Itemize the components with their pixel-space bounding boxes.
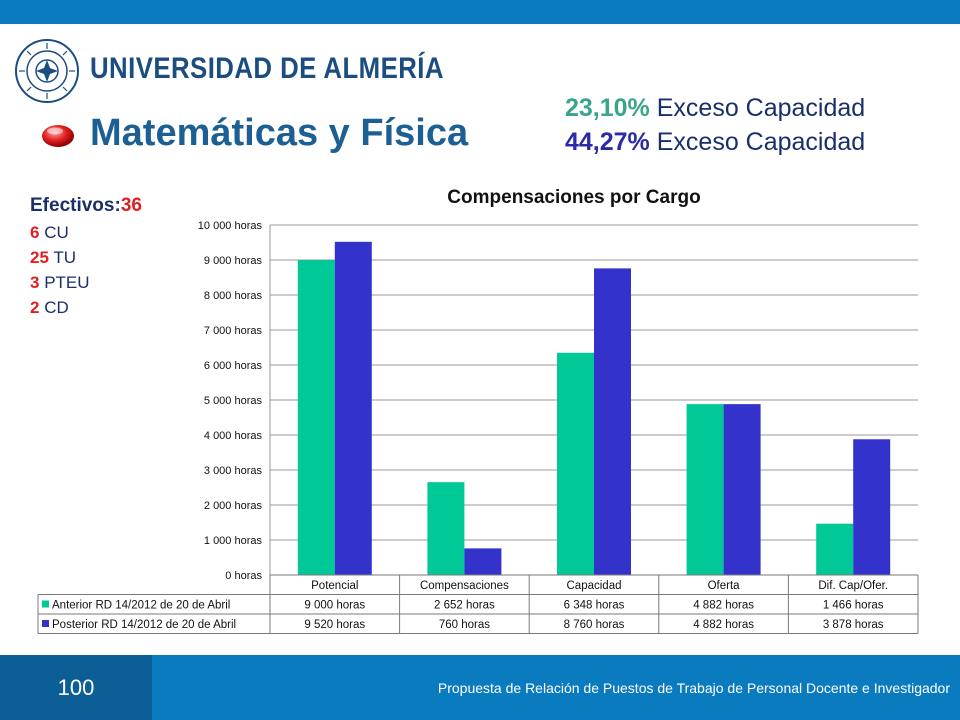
- legend-swatch: [42, 620, 49, 627]
- staff-summary: Efectivos:36 6 CU 25 TU 3 PTEU 2 CD: [30, 195, 142, 323]
- staff-category: PTEU: [39, 273, 90, 292]
- data-label: 4 882 horas: [693, 619, 754, 631]
- data-label: 8 760 horas: [564, 619, 625, 631]
- page-number: 100: [57, 675, 95, 700]
- footer-bar: 100 Propuesta de Relación de Puestos de …: [0, 655, 960, 720]
- y-tick-label: 1 000 horas: [204, 535, 263, 547]
- y-tick-label: 10 000 horas: [198, 220, 263, 232]
- x-category-label: Capacidad: [567, 580, 622, 592]
- x-category-label: Potencial: [311, 580, 358, 592]
- excess-line-1: 23,10% Exceso Capacidad: [565, 94, 865, 123]
- excess-pct: 23,10%: [565, 94, 650, 122]
- data-label: 1 466 horas: [823, 600, 884, 612]
- y-tick-label: 0 horas: [225, 570, 262, 582]
- data-label: 6 348 horas: [564, 600, 625, 612]
- data-label: 9 520 horas: [304, 619, 365, 631]
- x-category-label: Oferta: [708, 580, 741, 592]
- bar-2: [464, 548, 502, 575]
- page-number-box: [0, 655, 152, 720]
- staff-count: 6: [30, 223, 40, 242]
- legend-swatch: [42, 600, 49, 608]
- legend-label: Posterior RD 14/2012 de 20 de Abril: [52, 619, 236, 631]
- staff-category: CD: [39, 298, 69, 317]
- university-name: UNIVERSIDAD DE ALMERÍA: [90, 52, 444, 85]
- staff-category: CU: [39, 223, 69, 242]
- data-label: 4 882 horas: [693, 600, 754, 612]
- y-tick-label: 9 000 horas: [204, 255, 263, 267]
- bar-1: [686, 404, 724, 575]
- staff-category: TU: [48, 248, 76, 267]
- staff-row: 3 PTEU: [30, 273, 142, 293]
- y-tick-label: 6 000 horas: [204, 360, 263, 372]
- x-category-label: Compensaciones: [420, 580, 509, 592]
- data-label: 760 horas: [439, 619, 490, 631]
- legend-label: Anterior RD 14/2012 de 20 de Abril: [52, 600, 230, 612]
- staff-heading: Efectivos:36: [30, 195, 142, 217]
- staff-count: 2: [30, 298, 40, 317]
- y-tick-label: 3 000 horas: [204, 465, 263, 477]
- university-seal-logo: [15, 39, 79, 103]
- staff-row: 6 CU: [30, 223, 142, 243]
- top-bar: [0, 0, 960, 24]
- y-tick-label: 5 000 horas: [204, 395, 263, 407]
- bar-1: [557, 352, 594, 575]
- data-label: 2 652 horas: [434, 600, 495, 612]
- excess-line-2: 44,27% Exceso Capacidad: [565, 128, 865, 157]
- bar-1: [427, 482, 465, 575]
- staff-count: 3: [30, 273, 40, 292]
- bar-1: [297, 260, 335, 575]
- bar-1: [816, 523, 854, 575]
- red-bullet-icon: [42, 125, 74, 147]
- bar-2: [853, 439, 891, 575]
- bar-2: [723, 404, 761, 575]
- excess-label: Exceso Capacidad: [649, 94, 866, 122]
- bar-2: [594, 268, 631, 575]
- footer-text: Propuesta de Relación de Puestos de Trab…: [437, 680, 950, 696]
- y-tick-label: 8 000 horas: [204, 290, 263, 302]
- y-tick-label: 7 000 horas: [204, 325, 263, 337]
- y-tick-label: 4 000 horas: [204, 430, 263, 442]
- data-label: 3 878 horas: [823, 619, 884, 631]
- staff-row: 2 CD: [30, 298, 142, 318]
- page-title: Matemáticas y Física: [90, 112, 469, 154]
- staff-count: 25: [30, 248, 49, 267]
- y-tick-label: 2 000 horas: [204, 500, 263, 512]
- chart-title: Compensaciones por Cargo: [447, 187, 700, 208]
- bar-2: [334, 241, 372, 576]
- staff-row: 25 TU: [30, 248, 142, 268]
- bar-chart: Compensaciones por Cargo 0 horas 1 000 hor…: [37, 187, 919, 634]
- excess-pct: 44,27%: [565, 128, 650, 156]
- staff-total: 36: [120, 195, 142, 216]
- chart-container: Compensaciones por Cargo 0 horas 1 000 hor…: [30, 180, 930, 640]
- excess-label: Exceso Capacidad: [649, 128, 866, 156]
- x-category-label: Dif. Cap/Ofer.: [818, 580, 888, 592]
- staff-heading-label: Efectivos:: [30, 195, 121, 216]
- data-label: 9 000 horas: [304, 600, 365, 612]
